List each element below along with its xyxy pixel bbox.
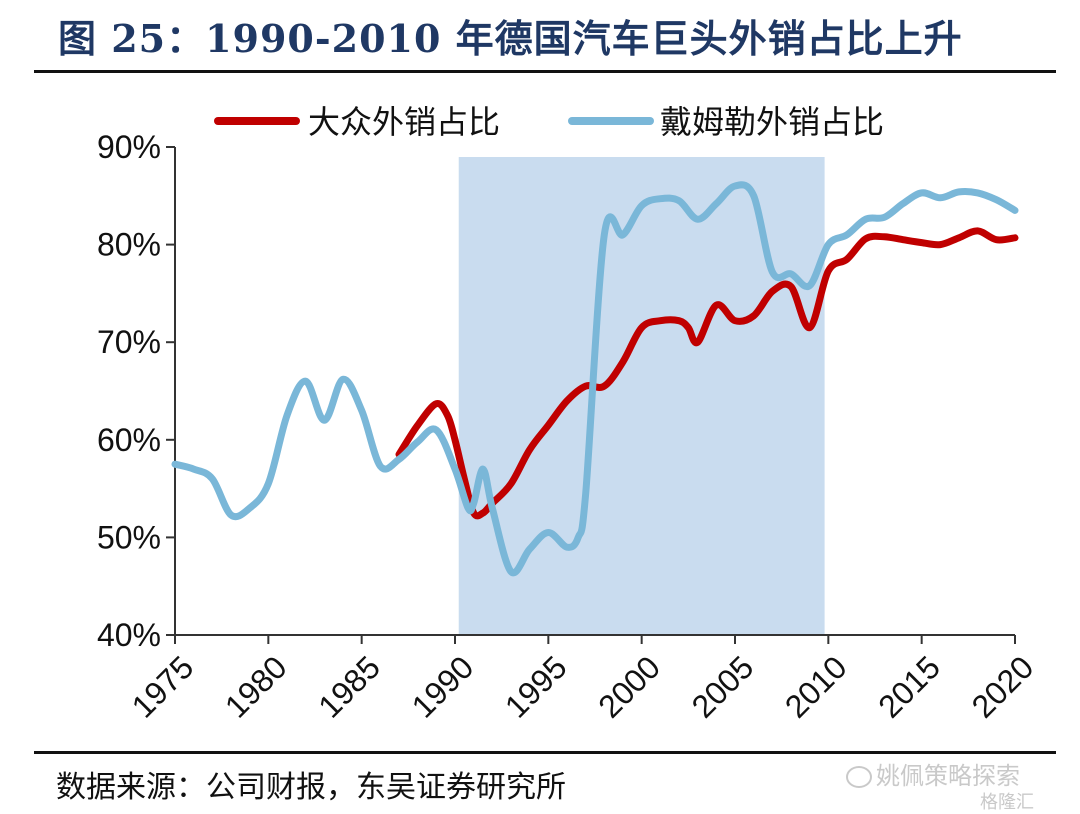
x-tick-label: 1985	[311, 649, 387, 725]
x-tick-label: 1980	[218, 649, 294, 725]
source-note: 数据来源：公司财报，东吴证券研究所	[56, 770, 566, 805]
highlight-band	[458, 157, 825, 635]
y-tick-label: 90%	[97, 129, 161, 165]
legend-label: 戴姆勒外销占比	[660, 103, 884, 141]
watermark-text: 姚佩策略探索	[876, 762, 1020, 790]
watermark: 姚佩策略探索	[846, 756, 1020, 791]
legend-label: 大众外销占比	[308, 103, 500, 141]
y-tick-label: 70%	[97, 324, 161, 360]
y-tick-label: 50%	[97, 519, 161, 555]
x-tick-label: 1990	[405, 649, 481, 725]
x-tick-label: 1995	[498, 649, 574, 725]
source-rule	[34, 751, 1056, 754]
wechat-icon	[846, 766, 872, 788]
y-tick-label: 60%	[97, 422, 161, 458]
x-tick-label: 2015	[871, 649, 947, 725]
y-tick-label: 80%	[97, 227, 161, 263]
x-tick-label: 2000	[591, 649, 667, 725]
x-tick-label: 1975	[125, 649, 201, 725]
watermark-brand: 格隆汇	[980, 792, 1034, 813]
x-tick-label: 2005	[685, 649, 761, 725]
series-line-vw	[395, 227, 1019, 520]
x-tick-label: 2010	[778, 649, 854, 725]
line-chart: 40%50%60%70%80%90%1975 1980 1985 1990 1995 20…	[97, 103, 1041, 725]
x-tick-label: 2020	[965, 649, 1041, 725]
highlight-band-layer	[458, 157, 825, 635]
y-tick-label: 40%	[97, 617, 161, 653]
series-layer	[171, 181, 1019, 577]
title-rule	[34, 70, 1056, 73]
series-line-daimler	[171, 181, 1019, 577]
page-title: 图 25：1990-2010 年德国汽车巨头外销占比上升	[58, 16, 963, 61]
legend: 大众外销占比 戴姆勒外销占比	[214, 103, 884, 141]
